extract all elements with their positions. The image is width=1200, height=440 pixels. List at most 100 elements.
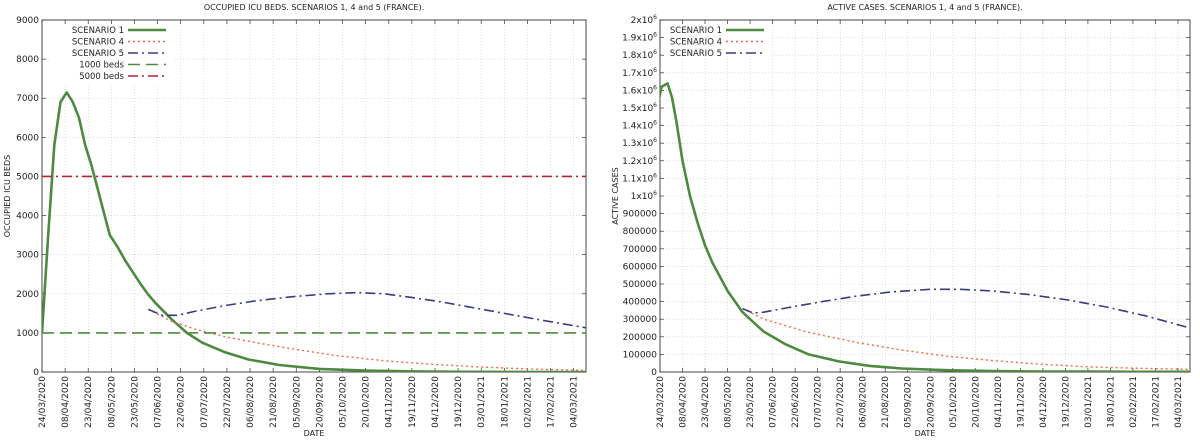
x-tick-label: 07/06/2020 — [154, 376, 164, 428]
y-tick-label: 1.9x106 — [622, 32, 657, 44]
y-tick-label: 1x106 — [631, 190, 658, 202]
y-tick-label: 500000 — [623, 280, 658, 290]
x-tick-label: 19/12/2020 — [1061, 376, 1071, 428]
series-line-scenario-5 — [147, 291, 586, 329]
x-tick-label: 18/01/2021 — [1106, 376, 1116, 428]
plot-frame — [659, 19, 1191, 373]
y-tick-label: 8000 — [16, 55, 39, 65]
x-axis-label: DATE — [915, 429, 936, 438]
y-tick-label: 800000 — [623, 227, 658, 237]
series-line-scenario-1 — [42, 91, 586, 372]
x-tick-label: 07/07/2020 — [814, 376, 824, 428]
chart-1: OCCUPIED ICU BEDS. SCENARIOS 1, 4 and 5 … — [3, 3, 587, 438]
legend-label: SCENARIO 4 — [72, 38, 124, 48]
x-tick-label: 20/10/2020 — [971, 376, 981, 428]
legend-label: SCENARIO 5 — [670, 49, 722, 59]
y-tick-label: 1000 — [16, 329, 39, 339]
y-tick-label: 200000 — [623, 333, 658, 343]
legend-label: SCENARIO 1 — [72, 26, 124, 36]
series-line-scenario-4 — [742, 307, 1190, 371]
x-tick-label: 19/12/2020 — [454, 376, 464, 428]
series-line-scenario-1 — [660, 82, 1190, 372]
x-tick-label: 05/09/2020 — [904, 376, 914, 428]
x-tick-label: 23/05/2020 — [130, 376, 140, 428]
x-tick-label: 04/03/2021 — [570, 376, 580, 428]
x-tick-label: 07/06/2020 — [769, 376, 779, 428]
x-tick-label: 08/04/2020 — [679, 376, 689, 428]
y-tick-label: 300000 — [623, 315, 658, 325]
x-tick-label: 06/08/2020 — [859, 376, 869, 428]
legend-label: 1000 beds — [79, 61, 124, 71]
x-tick-label: 22/07/2020 — [223, 376, 233, 428]
x-tick-label: 17/02/2021 — [1151, 376, 1161, 428]
x-tick-label: 07/07/2020 — [200, 376, 210, 428]
y-tick-label: 3000 — [16, 251, 39, 261]
y-tick-label: 100000 — [623, 350, 658, 360]
x-tick-label: 03/01/2021 — [477, 376, 487, 428]
y-axis-label: OCCUPIED ICU BEDS — [3, 155, 12, 237]
y-tick-label: 7000 — [16, 94, 39, 104]
x-tick-label: 05/10/2020 — [339, 376, 349, 428]
y-tick-label: 1.6x106 — [622, 84, 657, 96]
x-tick-label: 24/03/2020 — [38, 376, 48, 428]
x-tick-label: 17/02/2021 — [547, 376, 557, 428]
x-tick-label: 20/09/2020 — [926, 376, 936, 428]
y-tick-label: 1.1x106 — [622, 172, 657, 184]
y-tick-label: 0 — [651, 368, 657, 378]
y-tick-label: 1.7x106 — [622, 67, 657, 79]
legend-label: SCENARIO 1 — [670, 26, 722, 36]
x-tick-label: 22/06/2020 — [791, 376, 801, 428]
series-line-scenario-4 — [147, 308, 586, 372]
x-tick-label: 21/08/2020 — [269, 376, 279, 428]
x-tick-label: 18/01/2021 — [500, 376, 510, 428]
chart-2: ACTIVE CASES. SCENARIOS 1, 4 and 5 (FRAN… — [611, 3, 1191, 438]
y-tick-label: 900000 — [623, 210, 658, 220]
y-tick-label: 600000 — [623, 262, 658, 272]
y-axis-label: ACTIVE CASES — [611, 167, 620, 225]
x-tick-label: 06/08/2020 — [246, 376, 256, 428]
x-axis-label: DATE — [304, 429, 325, 438]
y-tick-label: 2x106 — [631, 14, 658, 26]
x-tick-label: 19/11/2020 — [1016, 376, 1026, 428]
y-tick-label: 9000 — [16, 16, 39, 26]
x-tick-label: 19/11/2020 — [408, 376, 418, 428]
y-tick-label: 700000 — [623, 245, 658, 255]
x-tick-label: 04/11/2020 — [385, 376, 395, 428]
y-tick-label: 4000 — [16, 212, 39, 222]
legend-label: SCENARIO 4 — [670, 38, 722, 48]
x-tick-label: 08/05/2020 — [724, 376, 734, 428]
legend-label: SCENARIO 5 — [72, 49, 124, 59]
y-tick-label: 5000 — [16, 172, 39, 182]
x-tick-label: 08/04/2020 — [61, 376, 71, 428]
x-tick-label: 22/06/2020 — [177, 376, 187, 428]
legend-label: 5000 beds — [79, 72, 124, 82]
y-tick-label: 1.4x106 — [622, 120, 657, 132]
x-tick-label: 08/05/2020 — [107, 376, 117, 428]
x-tick-label: 23/04/2020 — [84, 376, 94, 428]
x-tick-label: 02/02/2021 — [523, 376, 533, 428]
x-tick-label: 04/12/2020 — [1039, 376, 1049, 428]
y-tick-label: 6000 — [16, 133, 39, 143]
y-tick-label: 1.2x106 — [622, 155, 657, 167]
x-tick-label: 24/03/2020 — [656, 376, 666, 428]
plot-frame — [41, 19, 587, 373]
x-tick-label: 23/04/2020 — [701, 376, 711, 428]
y-tick-label: 1.8x106 — [622, 49, 657, 61]
x-tick-label: 04/12/2020 — [431, 376, 441, 428]
y-tick-label: 0 — [33, 368, 39, 378]
series-line-scenario-5 — [742, 288, 1190, 329]
y-tick-label: 2000 — [16, 290, 39, 300]
x-tick-label: 23/05/2020 — [746, 376, 756, 428]
x-tick-label: 21/08/2020 — [881, 376, 891, 428]
x-tick-label: 05/09/2020 — [292, 376, 302, 428]
chart-title: ACTIVE CASES. SCENARIOS 1, 4 and 5 (FRAN… — [827, 3, 1022, 12]
y-tick-label: 400000 — [623, 298, 658, 308]
chart-title: OCCUPIED ICU BEDS. SCENARIOS 1, 4 and 5 … — [204, 3, 424, 12]
y-tick-label: 1.5x106 — [622, 102, 657, 114]
x-tick-label: 02/02/2021 — [1129, 376, 1139, 428]
x-tick-label: 20/09/2020 — [315, 376, 325, 428]
x-tick-label: 05/10/2020 — [949, 376, 959, 428]
